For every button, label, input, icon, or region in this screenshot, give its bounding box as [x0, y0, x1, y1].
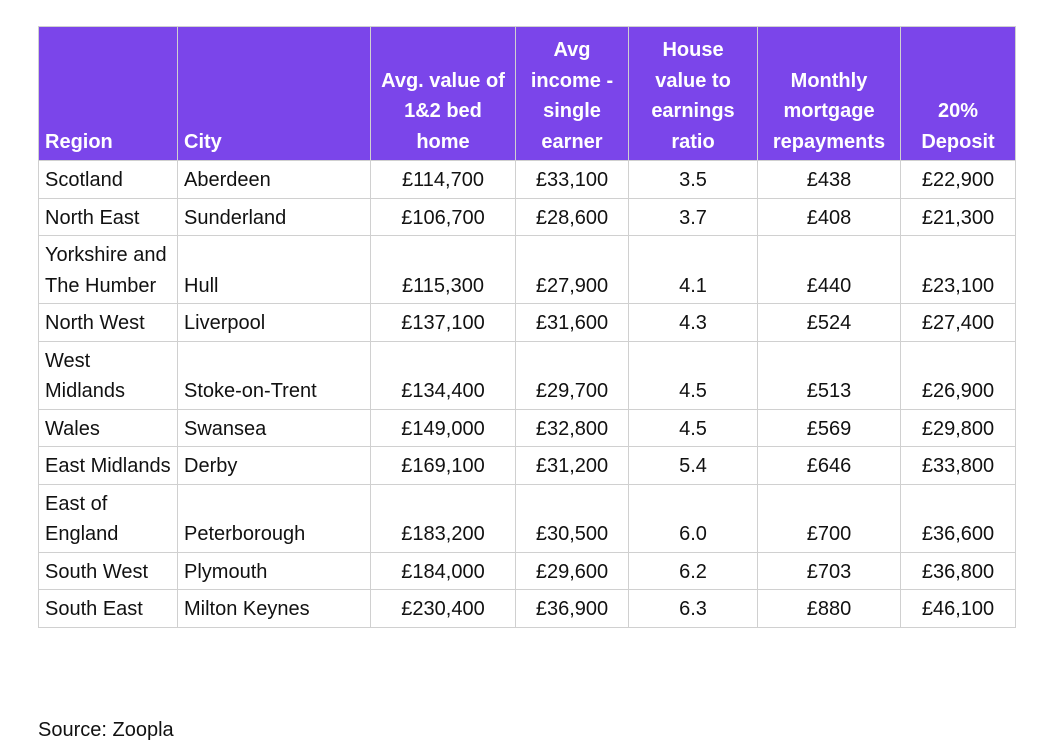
cell-ratio: 4.3 [628, 303, 758, 342]
cell-region: South West [38, 551, 178, 590]
cell-avg-home-value: £137,100 [370, 303, 516, 342]
table-row: South West Plymouth £184,000 £29,600 6.2 £703… [38, 551, 1016, 590]
table-body: Scotland Aberdeen £114,700 £33,100 3.5 £438 £2… [38, 160, 1016, 628]
header-avg-income: Avg income - single earner [515, 26, 629, 161]
cell-avg-home-value: £134,400 [370, 340, 516, 410]
cell-monthly-mortgage: £646 [757, 446, 901, 485]
cell-monthly-mortgage: £700 [757, 483, 901, 553]
affordability-table: Region City Avg. value of 1&2 bed home A… [38, 26, 1016, 628]
cell-city: Peterborough [177, 483, 371, 553]
cell-ratio: 6.2 [628, 551, 758, 590]
cell-avg-home-value: £149,000 [370, 408, 516, 447]
cell-monthly-mortgage: £880 [757, 589, 901, 628]
cell-region: East Midlands [38, 446, 178, 485]
cell-ratio: 3.5 [628, 160, 758, 199]
cell-avg-home-value: £106,700 [370, 197, 516, 236]
header-city: City [177, 26, 371, 161]
cell-deposit: £26,900 [900, 340, 1016, 410]
cell-deposit: £46,100 [900, 589, 1016, 628]
cell-avg-income: £31,600 [515, 303, 629, 342]
cell-avg-income: £33,100 [515, 160, 629, 199]
cell-avg-income: £28,600 [515, 197, 629, 236]
cell-city: Aberdeen [177, 160, 371, 199]
cell-avg-income: £29,600 [515, 551, 629, 590]
cell-ratio: 4.5 [628, 340, 758, 410]
cell-deposit: £36,600 [900, 483, 1016, 553]
cell-monthly-mortgage: £440 [757, 235, 901, 304]
cell-avg-home-value: £183,200 [370, 483, 516, 553]
header-deposit: 20% Deposit [900, 26, 1016, 161]
cell-region: West Midlands [38, 340, 178, 410]
source-note: Source: Zoopla [38, 719, 174, 741]
cell-city: Sunderland [177, 197, 371, 236]
cell-deposit: £22,900 [900, 160, 1016, 199]
cell-avg-income: £30,500 [515, 483, 629, 553]
cell-avg-home-value: £114,700 [370, 160, 516, 199]
header-monthly-mortgage: Monthly mortgage repayments [757, 26, 901, 161]
cell-ratio: 6.3 [628, 589, 758, 628]
cell-monthly-mortgage: £703 [757, 551, 901, 590]
cell-city: Liverpool [177, 303, 371, 342]
cell-deposit: £23,100 [900, 235, 1016, 304]
table-row: Yorkshire and The Humber Hull £115,300 £27,… [38, 235, 1016, 304]
cell-city: Derby [177, 446, 371, 485]
cell-monthly-mortgage: £513 [757, 340, 901, 410]
cell-ratio: 3.7 [628, 197, 758, 236]
cell-region: Yorkshire and The Humber [38, 235, 178, 304]
header-avg-home-value: Avg. value of 1&2 bed home [370, 26, 516, 161]
cell-region: North East [38, 197, 178, 236]
cell-region: Wales [38, 408, 178, 447]
cell-city: Milton Keynes [177, 589, 371, 628]
cell-city: Plymouth [177, 551, 371, 590]
table-row: East Midlands Derby £169,100 £31,200 5.4 £646… [38, 446, 1016, 485]
cell-avg-income: £31,200 [515, 446, 629, 485]
table-row: South East Milton Keynes £230,400 £36,900 6.… [38, 589, 1016, 628]
cell-ratio: 4.1 [628, 235, 758, 304]
cell-avg-home-value: £230,400 [370, 589, 516, 628]
table-row: North East Sunderland £106,700 £28,600 3.7 £4… [38, 197, 1016, 236]
cell-monthly-mortgage: £408 [757, 197, 901, 236]
header-region: Region [38, 26, 178, 161]
cell-city: Stoke-on-Trent [177, 340, 371, 410]
cell-region: North West [38, 303, 178, 342]
table-row: Wales Swansea £149,000 £32,800 4.5 £569 £29,80… [38, 408, 1016, 447]
cell-deposit: £21,300 [900, 197, 1016, 236]
cell-avg-income: £32,800 [515, 408, 629, 447]
table-row: East of England Peterborough £183,200 £30,5… [38, 483, 1016, 553]
cell-city: Swansea [177, 408, 371, 447]
header-row: Region City Avg. value of 1&2 bed home A… [38, 26, 1016, 161]
header-value-earnings-ratio: House value to earnings ratio [628, 26, 758, 161]
cell-deposit: £36,800 [900, 551, 1016, 590]
cell-avg-home-value: £115,300 [370, 235, 516, 304]
table-row: Scotland Aberdeen £114,700 £33,100 3.5 £438 £2… [38, 160, 1016, 199]
cell-avg-income: £36,900 [515, 589, 629, 628]
cell-deposit: £33,800 [900, 446, 1016, 485]
cell-monthly-mortgage: £569 [757, 408, 901, 447]
cell-monthly-mortgage: £438 [757, 160, 901, 199]
cell-avg-income: £29,700 [515, 340, 629, 410]
cell-deposit: £29,800 [900, 408, 1016, 447]
cell-deposit: £27,400 [900, 303, 1016, 342]
cell-region: Scotland [38, 160, 178, 199]
cell-region: South East [38, 589, 178, 628]
cell-city: Hull [177, 235, 371, 304]
cell-ratio: 6.0 [628, 483, 758, 553]
cell-avg-income: £27,900 [515, 235, 629, 304]
table-row: North West Liverpool £137,100 £31,600 4.3 £52… [38, 303, 1016, 342]
cell-ratio: 5.4 [628, 446, 758, 485]
cell-monthly-mortgage: £524 [757, 303, 901, 342]
cell-ratio: 4.5 [628, 408, 758, 447]
cell-avg-home-value: £184,000 [370, 551, 516, 590]
table-row: West Midlands Stoke-on-Trent £134,400 £29,7… [38, 340, 1016, 410]
cell-avg-home-value: £169,100 [370, 446, 516, 485]
cell-region: East of England [38, 483, 178, 553]
